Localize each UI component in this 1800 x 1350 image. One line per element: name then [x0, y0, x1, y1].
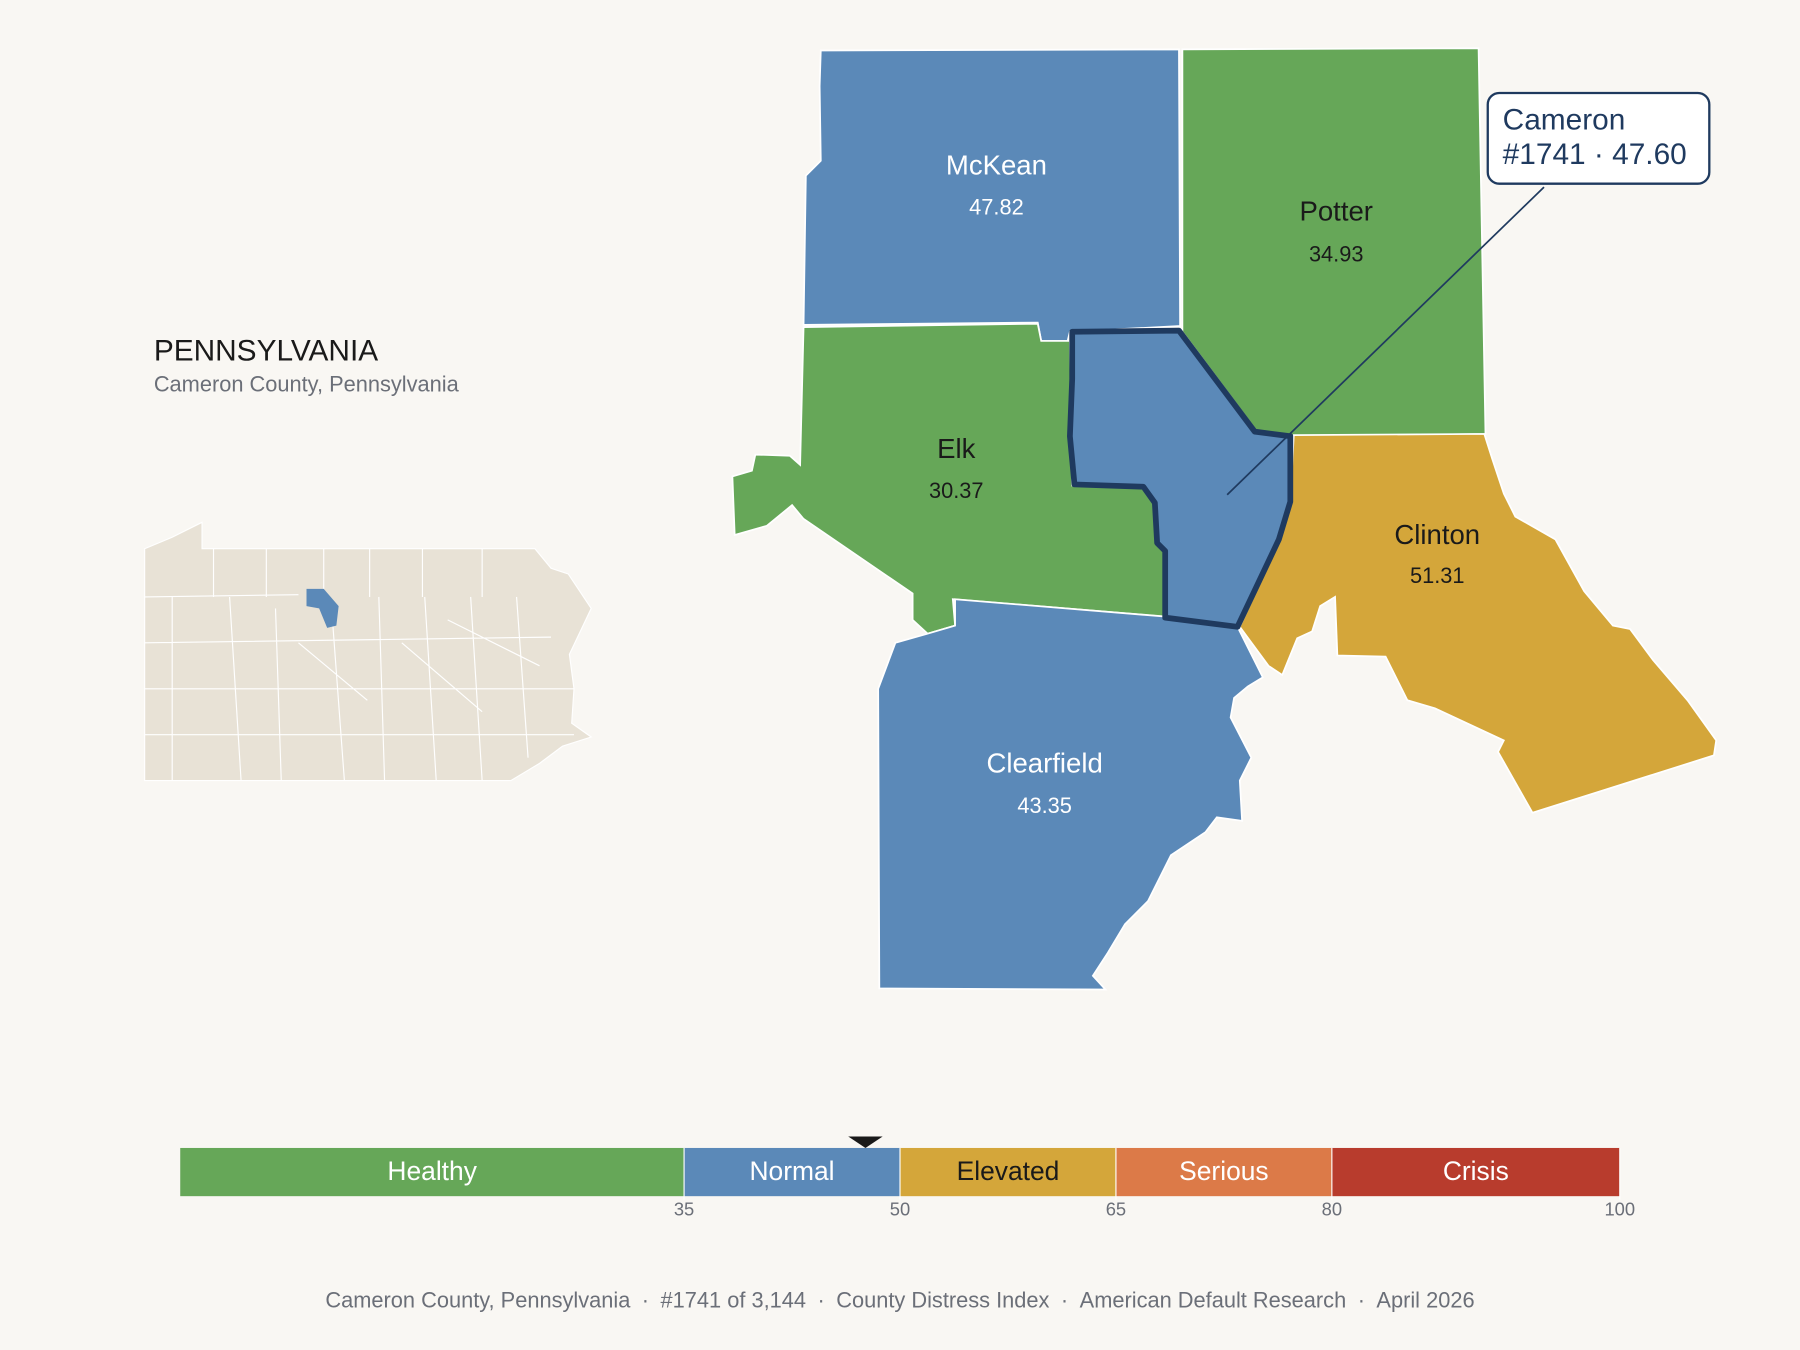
- county-value: 34.93: [1309, 242, 1364, 267]
- footer: Cameron County, Pennsylvania · #1741 of 3,…: [325, 1288, 1474, 1313]
- state-inset: [144, 521, 593, 782]
- legend-band-label: Elevated: [957, 1156, 1060, 1186]
- legend-band-label: Crisis: [1443, 1156, 1509, 1186]
- state-outline: [144, 521, 593, 782]
- footer-item: County Distress Index: [836, 1288, 1049, 1313]
- legend-tick-label: 50: [890, 1199, 910, 1220]
- footer-separator: ·: [1061, 1288, 1068, 1313]
- callout-detail: #1741 · 47.60: [1503, 138, 1687, 171]
- legend-tick-label: 35: [674, 1199, 694, 1220]
- callout-name: Cameron: [1503, 104, 1626, 137]
- footer-item: American Default Research: [1080, 1288, 1347, 1313]
- footer-separator: ·: [1358, 1288, 1365, 1313]
- county-value: 43.35: [1017, 793, 1072, 818]
- county-name: Elk: [937, 433, 975, 464]
- footer-item: Cameron County, Pennsylvania: [325, 1288, 631, 1313]
- callout-box: [1486, 91, 1711, 185]
- legend-tick-label: 80: [1322, 1199, 1342, 1220]
- footer-separator: ·: [817, 1288, 824, 1313]
- legend-band: [1331, 1147, 1620, 1197]
- legend-band: [1115, 1147, 1332, 1197]
- county-name: Clearfield: [986, 748, 1102, 779]
- county-shape: [877, 598, 1264, 991]
- footer-item: April 2026: [1376, 1288, 1474, 1313]
- legend-marker: [848, 1136, 883, 1148]
- legend-band-label: Healthy: [387, 1156, 477, 1186]
- inset-borders: [144, 548, 574, 781]
- callout-leader: [1226, 186, 1545, 496]
- legend-band-label: Normal: [750, 1156, 835, 1186]
- county-value: 47.82: [969, 195, 1024, 220]
- county-value: 30.37: [929, 478, 984, 503]
- legend: Healthy Normal Elevated Serious Crisis 35 50 65…: [180, 1136, 1635, 1220]
- title: PENNSYLVANIA: [154, 334, 378, 367]
- legend-band-label: Serious: [1179, 1156, 1268, 1186]
- legend-band: [180, 1147, 685, 1197]
- selected-county-shape[interactable]: [1067, 327, 1294, 630]
- legend-band: [684, 1147, 900, 1197]
- legend-band: [900, 1147, 1116, 1197]
- county-shape: [1238, 433, 1718, 814]
- legend-tick-label: 100: [1604, 1199, 1635, 1220]
- county-name: McKean: [946, 149, 1047, 180]
- footer-item: #1741 of 3,144: [661, 1288, 806, 1313]
- legend-tick-label: 65: [1106, 1199, 1126, 1220]
- county-map: McKean 47.82 Potter 34.93 Elk 30.37 Clin…: [731, 47, 1718, 991]
- subtitle: Cameron County, Pennsylvania: [154, 371, 460, 396]
- callout: Cameron #1741 · 47.60: [1226, 91, 1711, 496]
- county-value: 51.31: [1410, 563, 1465, 588]
- county-name: Clinton: [1394, 519, 1480, 550]
- inset-highlight: [306, 588, 339, 628]
- county-name: Potter: [1299, 195, 1373, 226]
- footer-separator: ·: [642, 1288, 649, 1313]
